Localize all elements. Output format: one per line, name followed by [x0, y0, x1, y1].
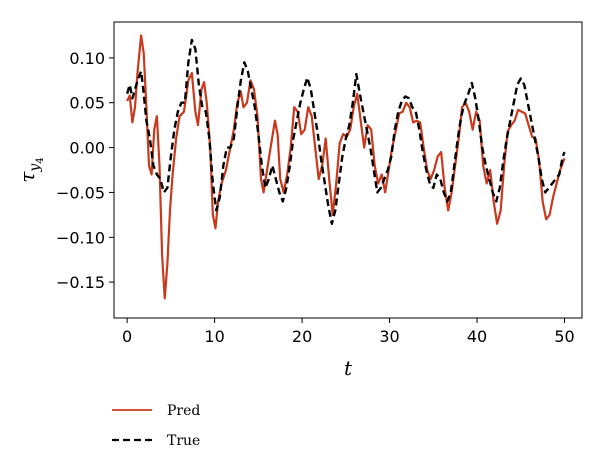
- y-axis-label: τy4: [15, 157, 46, 182]
- series-line-true: [125, 38, 566, 226]
- x-tick-label: 50: [554, 327, 574, 346]
- x-tick-label: 30: [379, 327, 399, 346]
- y-tick-label: −0.15: [56, 273, 105, 292]
- series-layer: [125, 34, 566, 300]
- x-tick-label: 40: [467, 327, 487, 346]
- legend: Pred True: [112, 403, 200, 449]
- legend-label-pred: Pred: [167, 403, 200, 419]
- y-axis-label-base: τ: [15, 171, 39, 183]
- y-tick-label: −0.05: [56, 183, 105, 202]
- y-axis-label-subsub: 4: [35, 157, 46, 163]
- x-axis-ticks: 0 10 20 30 40 50: [122, 318, 575, 346]
- y-axis-label-sub: y: [27, 163, 43, 173]
- x-axis-label: t: [344, 356, 353, 380]
- y-tick-label: 0.10: [69, 49, 105, 68]
- y-tick-label: 0.05: [69, 94, 105, 113]
- x-tick-label: 10: [204, 327, 224, 346]
- y-tick-label: −0.10: [56, 228, 105, 247]
- legend-entry-true: True: [112, 433, 200, 449]
- series-line-pred: [126, 34, 566, 300]
- x-tick-label: 0: [122, 327, 132, 346]
- legend-label-true: True: [167, 433, 200, 449]
- y-tick-label: 0.00: [69, 139, 105, 158]
- legend-entry-pred: Pred: [112, 403, 200, 419]
- x-tick-label: 20: [292, 327, 312, 346]
- plot-frame: [113, 21, 583, 319]
- y-axis-ticks: 0.10 0.05 0.00 −0.05 −0.10 −0.15: [56, 49, 114, 292]
